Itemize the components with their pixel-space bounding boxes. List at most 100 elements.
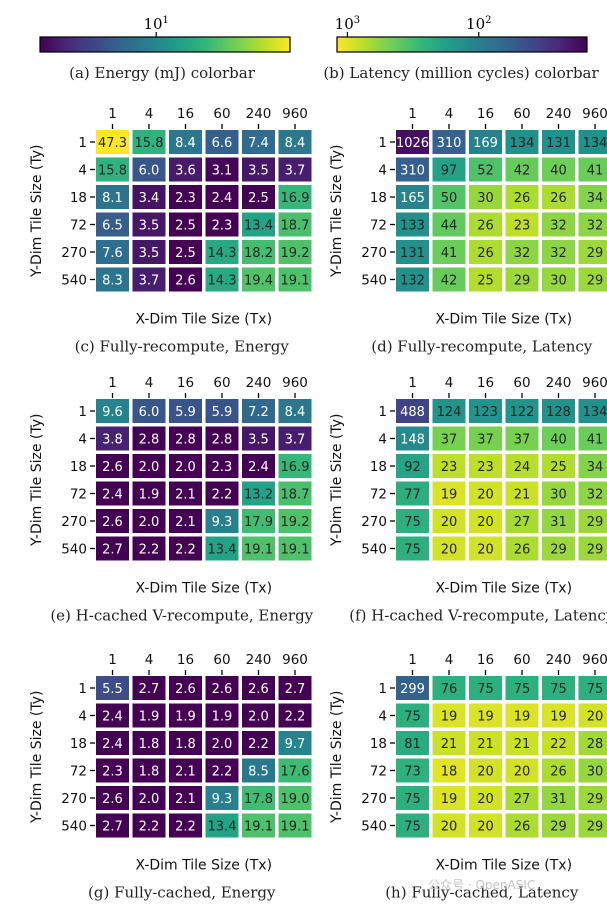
y-tick-label: 4 [78, 163, 87, 179]
heatmap-cell [96, 758, 129, 783]
heatmap-cell-label: 2.0 [139, 792, 160, 807]
y-tick-label: 18 [70, 190, 87, 206]
x-tick-label: 240 [246, 375, 272, 391]
heatmap-cell [505, 267, 539, 292]
colorbar-tick-label: 101 [143, 15, 168, 33]
x-tick-label: 960 [582, 375, 607, 391]
x-tick-label: 4 [445, 375, 454, 391]
heatmap-cell [169, 813, 202, 838]
heatmap-cell [469, 267, 502, 292]
heatmap-cell-label: 2.0 [175, 460, 196, 475]
heatmap-cell [432, 731, 466, 755]
heatmap-cell-label: 8.3 [102, 274, 123, 289]
heatmap-cell-label: 32 [587, 219, 604, 234]
x-tick-label: 4 [445, 652, 454, 668]
heatmap-cell [505, 703, 539, 728]
heatmap-cell [396, 676, 429, 700]
x-axis-label: X-Dim Tile Size (Tx) [135, 312, 272, 328]
heatmap-cell-label: 5.5 [102, 682, 123, 697]
heatmap-cell-label: 1.8 [175, 737, 196, 752]
heatmap-cell-label: 20 [514, 765, 531, 780]
heatmap-cell [132, 786, 166, 810]
heatmap-cell-label: 2.4 [212, 191, 233, 206]
heatmap-cell-label: 27 [514, 515, 531, 530]
heatmap-cell [132, 240, 166, 264]
heatmap-cell [96, 426, 129, 451]
heatmap-cell-label: 81 [404, 737, 421, 752]
heatmap-cell-label: 9.3 [212, 792, 233, 807]
heatmap-cell [542, 157, 575, 182]
heatmap-cell-label: 13.2 [244, 488, 273, 503]
heatmap-cell [432, 130, 466, 154]
heatmap-cell-label: 2.0 [248, 710, 269, 725]
heatmap-cell-label: 29 [587, 792, 604, 807]
heatmap-cell-label: 134 [583, 136, 607, 151]
colorbar-caption: (a) Energy (mJ) colorbar [69, 64, 256, 82]
heatmap-cell [396, 454, 429, 478]
heatmap-cell [278, 157, 312, 182]
heatmap-cell [432, 509, 466, 533]
heatmap-cell [242, 454, 275, 478]
heatmap-cell-label: 23 [441, 460, 458, 475]
heatmap-cell [205, 786, 239, 810]
heatmap-cell-label: 9.3 [212, 515, 233, 530]
heatmap-cell-label: 75 [404, 543, 421, 558]
heatmap-cell [278, 185, 312, 209]
heatmap-cell [96, 399, 129, 423]
heatmap-cell-label: 40 [550, 433, 567, 448]
heatmap-cell [242, 786, 275, 810]
heatmap-cell [205, 813, 239, 838]
heatmap-cell-label: 26 [477, 246, 494, 261]
heatmap-cell [278, 758, 312, 783]
heatmap-cell-label: 2.6 [102, 792, 123, 807]
subfigure-caption: (h) Fully-cached, Latency [385, 884, 579, 902]
heatmap-cell-label: 20 [477, 543, 494, 558]
heatmap-cell-label: 2.3 [212, 219, 233, 234]
heatmap-cell-label: 3.1 [212, 164, 233, 179]
subfigure-caption: (f) H-cached V-recompute, Latency [349, 607, 607, 625]
heatmap-cell [169, 786, 202, 810]
heatmap-cell [396, 399, 429, 423]
heatmap-cell [242, 536, 275, 561]
heatmap-cell-label: 29 [587, 543, 604, 558]
heatmap-cell-label: 19 [550, 710, 567, 725]
heatmap-cell [469, 399, 502, 423]
heatmap-cell [505, 509, 539, 533]
heatmap-cell [505, 454, 539, 478]
heatmap-cell [469, 185, 502, 209]
heatmap-cell [432, 481, 466, 506]
heatmap-cell [505, 240, 539, 264]
heatmap-cell [542, 185, 575, 209]
heatmap-cell [578, 130, 607, 154]
heatmap-cell [278, 813, 312, 838]
heatmap-cell [169, 703, 202, 728]
heatmap-cell-label: 2.7 [102, 543, 123, 558]
heatmap-cell-label: 3.6 [175, 164, 196, 179]
heatmap-cell [242, 758, 275, 783]
heatmap-cell [432, 185, 466, 209]
heatmap-cell [96, 212, 129, 237]
heatmap-cell [242, 676, 275, 700]
heatmap-cell-label: 1.9 [212, 710, 233, 725]
heatmap-cell [578, 185, 607, 209]
heatmap-cell [432, 454, 466, 478]
y-tick-label: 540 [61, 819, 87, 835]
heatmap-cell [469, 454, 502, 478]
heatmap-cell-label: 9.6 [102, 405, 123, 420]
colorbar-tick-label: 102 [466, 15, 491, 33]
heatmap-cell-label: 2.2 [139, 543, 160, 558]
heatmap-cell [542, 786, 575, 810]
y-tick-label: 270 [61, 791, 87, 807]
heatmap-cell-label: 21 [514, 488, 531, 503]
heatmap-cell [542, 399, 575, 423]
heatmap-cell [542, 813, 575, 838]
heatmap-cell [205, 399, 239, 423]
heatmap-cell [96, 786, 129, 810]
heatmap-cell [278, 454, 312, 478]
heatmap-cell [505, 731, 539, 755]
heatmap-cell [96, 267, 129, 292]
heatmap-cell [169, 731, 202, 755]
heatmap-cell [169, 399, 202, 423]
x-tick-label: 16 [477, 106, 494, 122]
heatmap-cell-label: 19 [441, 792, 458, 807]
